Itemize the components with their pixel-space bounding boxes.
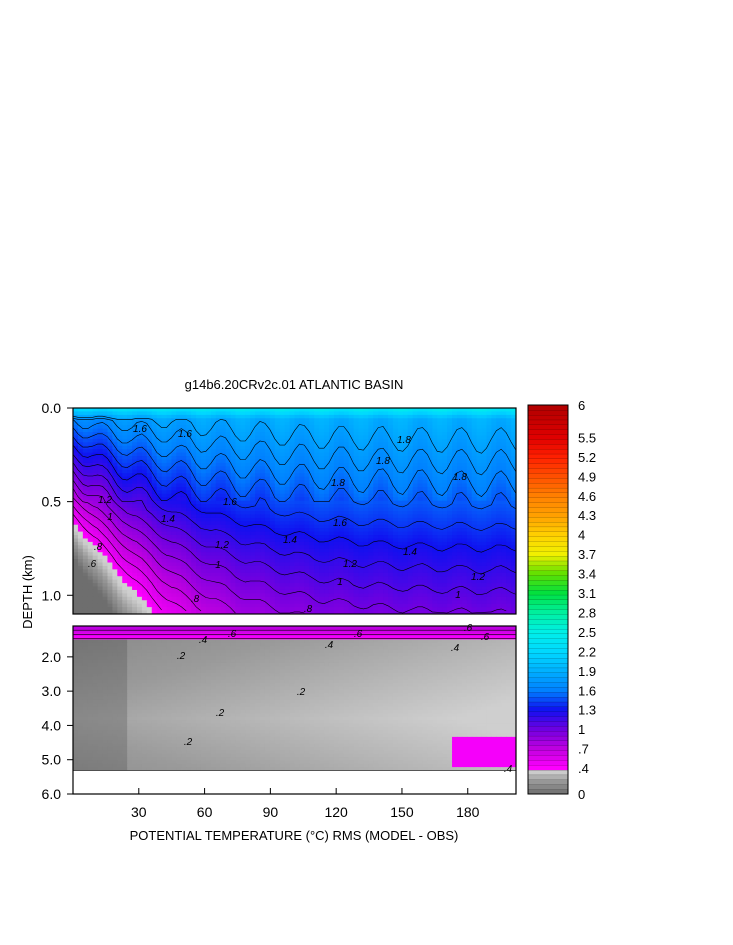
colorbar-label: 4.9 <box>578 469 596 484</box>
contour-label: .2 <box>297 687 306 698</box>
contour-label: .6 <box>228 629 237 640</box>
contour-label: .6 <box>88 559 97 570</box>
y-tick-label: 3.0 <box>42 683 62 699</box>
y-tick-label: 1.0 <box>42 587 62 603</box>
colorbar-label: 0 <box>578 787 585 802</box>
contour-label: 1.8 <box>376 456 390 467</box>
contour-label: .8 <box>304 604 313 615</box>
contour-label: 1 <box>107 512 113 523</box>
contour-label: .2 <box>177 651 186 662</box>
colorbar-label: 4.6 <box>578 489 596 504</box>
contour-label: 1.2 <box>98 495 112 506</box>
colorbar-label: 1.9 <box>578 664 596 679</box>
colorbar-label: 4.3 <box>578 508 596 523</box>
chart-title: g14b6.20CRv2c.01 ATLANTIC BASIN <box>185 377 404 392</box>
contour-label: .8 <box>94 542 103 553</box>
contour-label: 1.2 <box>471 572 485 583</box>
x-tick-label: 120 <box>324 804 348 820</box>
y-tick-label: 4.0 <box>42 717 62 733</box>
y-tick-label: 2.0 <box>42 649 62 665</box>
lower-panel-frame <box>72 625 517 795</box>
colorbar-label: 2.8 <box>578 606 596 621</box>
colorbar-label: 2.2 <box>578 644 596 659</box>
colorbar-label: 5.5 <box>578 430 596 445</box>
y-tick-label: 6.0 <box>42 786 62 802</box>
y-tick-label: 0.0 <box>42 400 62 416</box>
x-tick-label: 150 <box>390 804 414 820</box>
contour-label: 1.6 <box>133 424 147 435</box>
x-tick-label: 180 <box>456 804 480 820</box>
colorbar-label: 3.1 <box>578 586 596 601</box>
x-tick-label: 90 <box>263 804 279 820</box>
contour-label: 1.8 <box>397 435 411 446</box>
colorbar-label: 6 <box>578 398 585 413</box>
x-tick-label: 60 <box>197 804 213 820</box>
lower-panel: .6 .6 .6 .6 .4 .4 .4 .4 .2 .2 .2 .2 <box>72 623 517 795</box>
contour-label: 1.2 <box>215 540 229 551</box>
colorbar-label: 1.6 <box>578 683 596 698</box>
colorbar-label: 2.5 <box>578 625 596 640</box>
contour-label: .6 <box>354 629 363 640</box>
contour-label: .6 <box>481 632 490 643</box>
contour-label: .4 <box>199 635 208 646</box>
upper-panel-contour-labels: 1.6 1.61.81.81.81.81.61.61.41.41.41.21.21… <box>88 424 486 615</box>
contour-label: 1.6 <box>178 429 192 440</box>
upper-panel: 1.6 1.61.81.81.81.81.61.61.41.41.41.21.21… <box>72 407 517 615</box>
contour-label: 1.2 <box>343 559 357 570</box>
y-axis-label: DEPTH (km) <box>20 555 35 629</box>
contour-label: .8 <box>191 594 200 605</box>
colorbar-frame <box>527 404 569 795</box>
contour-label: .2 <box>216 708 225 719</box>
contour-label: .4 <box>325 640 334 651</box>
colorbar-label: 3.7 <box>578 547 596 562</box>
lower-panel-contour-labels: .6 .6 .6 .6 .4 .4 .4 .4 .2 .2 .2 .2 <box>177 623 513 775</box>
contour-label: 1 <box>455 590 461 601</box>
contour-label: 1 <box>337 577 343 588</box>
contour-label: 1.6 <box>333 518 347 529</box>
contour-label: 1.6 <box>223 497 237 508</box>
contour-label: 1.8 <box>453 472 467 483</box>
colorbar: 6 5.5 5.2 4.9 4.6 4.3 4 3.7 3.4 3.1 2.8 2.5 2.2 1.9 1.… <box>527 398 596 802</box>
contour-label: .4 <box>451 643 460 654</box>
contour-label: 1.4 <box>161 514 175 525</box>
upper-y-ticks: 0.0 0.5 1.0 <box>42 400 73 603</box>
contour-label: .2 <box>184 737 193 748</box>
contour-label: 1 <box>215 560 221 571</box>
colorbar-label: 3.4 <box>578 567 596 582</box>
x-ticks: 30 60 90 120 150 180 <box>131 788 480 820</box>
upper-panel-contours <box>73 415 516 614</box>
x-tick-label: 30 <box>131 804 147 820</box>
lower-panel-contours <box>73 629 516 771</box>
upper-panel-frame <box>72 407 517 615</box>
contour-label: 1.4 <box>283 535 297 546</box>
contour-label: .4 <box>504 764 513 775</box>
colorbar-labels: 6 5.5 5.2 4.9 4.6 4.3 4 3.7 3.4 3.1 2.8 2.5 2.2 1.9 1.… <box>578 398 596 802</box>
contour-label: 1.8 <box>331 478 345 489</box>
colorbar-label: .4 <box>578 761 589 776</box>
colorbar-label: 1.3 <box>578 703 596 718</box>
lower-panel-field <box>73 626 516 794</box>
contour-label: 1.4 <box>403 547 417 558</box>
lower-y-ticks: 2.0 3.0 4.0 5.0 6.0 <box>42 649 73 802</box>
colorbar-label: 4 <box>578 528 585 543</box>
y-tick-label: 0.5 <box>42 494 62 510</box>
colorbar-label: .7 <box>578 742 589 757</box>
contour-label: .6 <box>464 623 473 634</box>
colorbar-label: 1 <box>578 722 585 737</box>
upper-panel-field <box>73 408 516 614</box>
colorbar-label: 5.2 <box>578 450 596 465</box>
x-axis-label: POTENTIAL TEMPERATURE (°C) RMS (MODEL - … <box>130 828 459 843</box>
colorbar-bands <box>527 404 569 795</box>
y-tick-label: 5.0 <box>42 752 62 768</box>
